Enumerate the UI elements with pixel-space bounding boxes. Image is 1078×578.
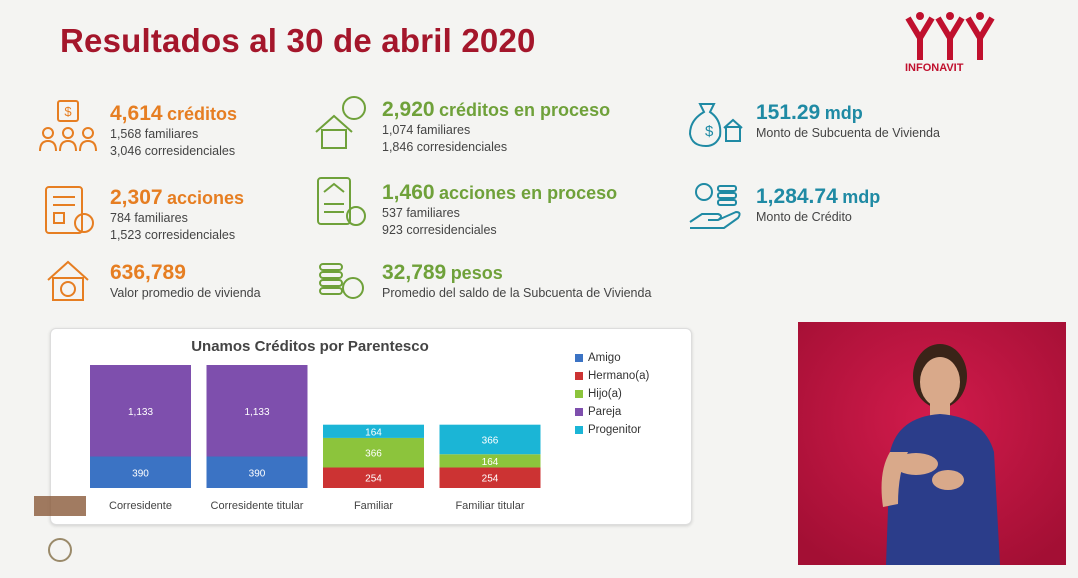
bar-segment-progenitor-3 bbox=[439, 424, 541, 455]
legend-item: Progenitor bbox=[575, 421, 649, 439]
subcuenta-line1: Monto de Subcuenta de Vivienda bbox=[756, 126, 940, 140]
chart-title: Unamos Créditos por Parentesco bbox=[191, 338, 429, 355]
logo-text: INFONAVIT bbox=[905, 62, 964, 74]
pesos-unit: pesos bbox=[450, 263, 503, 283]
house-dollar-icon bbox=[315, 96, 366, 149]
money-bag-icon: $ bbox=[688, 103, 743, 148]
acciones-proceso-unit: acciones en proceso bbox=[439, 183, 618, 203]
bar-segment-hijoa-2 bbox=[323, 437, 424, 468]
acciones-line2: 1,523 corresidenciales bbox=[110, 228, 236, 242]
valor-value: 636,789 bbox=[110, 261, 186, 284]
acciones-unit: acciones bbox=[167, 188, 245, 208]
legend-swatch bbox=[575, 408, 583, 416]
monto-line1: Monto de Crédito bbox=[756, 210, 852, 224]
house-money-icon bbox=[47, 260, 89, 301]
data-label: 254 bbox=[482, 474, 499, 485]
acciones-proceso-value: 1,460 bbox=[382, 181, 435, 204]
x-tick-label: Familiar bbox=[354, 500, 393, 512]
legend-item: Hermano(a) bbox=[575, 367, 649, 385]
data-label: 254 bbox=[365, 474, 382, 485]
interpreter-figure bbox=[798, 322, 1066, 565]
bar-segment-hermanoa-2 bbox=[323, 467, 424, 488]
subcuenta-unit: mdp bbox=[824, 103, 863, 123]
creditos-value: 4,614 bbox=[110, 102, 163, 125]
creditos-proceso-line2: 1,846 corresidenciales bbox=[382, 140, 508, 154]
document-icon bbox=[45, 186, 94, 234]
x-tick-label: Familiar titular bbox=[455, 500, 524, 512]
creditos-line1: 1,568 familiares bbox=[110, 127, 199, 141]
x-tick-label: Corresidente titular bbox=[211, 500, 304, 512]
legend-swatch bbox=[575, 390, 583, 398]
creditos-line2: 3,046 corresidenciales bbox=[110, 144, 236, 158]
coins-icon bbox=[319, 263, 364, 299]
acciones-value: 2,307 bbox=[110, 186, 163, 209]
chart-legend: Amigo Hermano(a) Hijo(a) Pareja Progenitor bbox=[575, 349, 649, 439]
data-label: 366 bbox=[365, 449, 382, 460]
acciones-proceso-line1: 537 familiares bbox=[382, 206, 460, 220]
legend-swatch bbox=[575, 372, 583, 380]
creditos-proceso-value: 2,920 bbox=[382, 98, 435, 121]
data-label: 366 bbox=[482, 435, 499, 446]
government-emblem-icon bbox=[34, 496, 86, 562]
subcuenta-value: 151.29 bbox=[756, 101, 821, 124]
bar-segment-hermanoa-3 bbox=[439, 467, 541, 488]
acciones-line1: 784 familiares bbox=[110, 211, 188, 225]
bar-segment-pareja-1 bbox=[206, 365, 308, 457]
hand-coins-icon bbox=[689, 183, 741, 229]
legend-swatch bbox=[575, 354, 583, 362]
bar-segment-amigo-1 bbox=[206, 456, 308, 488]
data-label: 390 bbox=[249, 468, 266, 479]
pesos-line1: Promedio del saldo de la Subcuenta de Vi… bbox=[382, 286, 652, 300]
svg-text:$: $ bbox=[64, 104, 72, 119]
legend-swatch bbox=[575, 426, 583, 434]
data-label: 164 bbox=[482, 457, 499, 468]
x-tick-label: Corresidente bbox=[109, 500, 172, 512]
bar-segment-progenitor-2 bbox=[323, 424, 424, 438]
legend-item: Amigo bbox=[575, 349, 649, 367]
bar-segment-amigo-0 bbox=[90, 456, 191, 488]
legend-label: Pareja bbox=[588, 406, 622, 418]
monto-unit: mdp bbox=[842, 187, 881, 207]
creditos-proceso-line1: 1,074 familiares bbox=[382, 123, 471, 137]
svg-text:$: $ bbox=[705, 123, 714, 140]
credits-people-icon: $ bbox=[39, 100, 97, 152]
valor-line1: Valor promedio de vivienda bbox=[110, 286, 261, 300]
data-label: 1,133 bbox=[244, 407, 269, 418]
data-label: 390 bbox=[132, 468, 149, 479]
infonavit-logo bbox=[905, 12, 995, 60]
data-label: 164 bbox=[365, 427, 382, 438]
acciones-proceso-line2: 923 corresidenciales bbox=[382, 223, 497, 237]
legend-item: Hijo(a) bbox=[575, 385, 649, 403]
legend-label: Hijo(a) bbox=[588, 388, 622, 400]
stacked-bar-chart: 390 1,133 Corresidente 390 1,133 Corresidente… bbox=[90, 365, 541, 512]
bar-segment-pareja-0 bbox=[90, 365, 191, 457]
legend-item: Pareja bbox=[575, 403, 649, 421]
monto-value: 1,284.74 bbox=[756, 185, 838, 208]
interpreter-video bbox=[798, 322, 1066, 565]
data-label: 1,133 bbox=[128, 407, 153, 418]
legend-label: Amigo bbox=[588, 352, 621, 364]
document-money-icon bbox=[317, 177, 366, 226]
legend-label: Hermano(a) bbox=[588, 370, 650, 382]
pesos-value: 32,789 bbox=[382, 261, 447, 284]
creditos-unit: créditos bbox=[167, 104, 238, 124]
creditos-proceso-unit: créditos en proceso bbox=[439, 100, 611, 120]
page-title: Resultados al 30 de abril 2020 bbox=[60, 22, 536, 59]
legend-label: Progenitor bbox=[588, 424, 642, 436]
bar-segment-hijoa-3 bbox=[439, 454, 541, 468]
